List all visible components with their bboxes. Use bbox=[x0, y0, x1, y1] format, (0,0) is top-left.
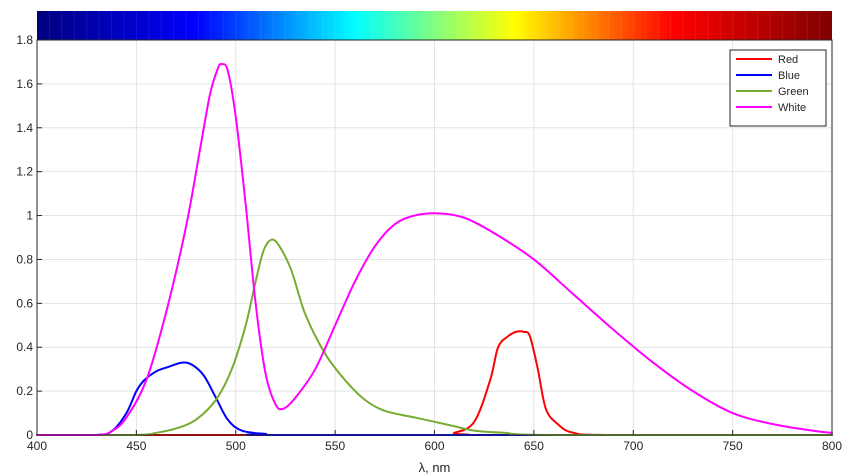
y-tick-label: 0.6 bbox=[16, 296, 33, 310]
y-tick-label: 0.2 bbox=[16, 384, 33, 398]
x-tick-label: 750 bbox=[723, 439, 743, 453]
x-tick-label: 700 bbox=[623, 439, 643, 453]
legend-label: Green bbox=[778, 86, 809, 98]
y-tick-label: 1.2 bbox=[16, 165, 33, 179]
x-tick-label: 600 bbox=[424, 439, 444, 453]
series-line-green bbox=[36, 238, 833, 437]
x-tick-label: 800 bbox=[822, 439, 842, 453]
x-axis: 400 450 500 550 600 650 700 750 800 bbox=[27, 430, 842, 453]
y-tick-label: 0.8 bbox=[16, 252, 33, 266]
x-tick-label: 650 bbox=[524, 439, 544, 453]
legend-box bbox=[729, 49, 827, 127]
y-tick-label: 1 bbox=[26, 209, 33, 223]
y-tick-label: 1.8 bbox=[16, 33, 33, 47]
legend: Red Blue Green White bbox=[729, 49, 827, 127]
y-tick-label: 0.4 bbox=[16, 340, 33, 354]
colorbar-bands bbox=[48, 11, 821, 40]
legend-label: Red bbox=[778, 54, 798, 66]
series-line-white bbox=[36, 62, 833, 436]
y-tick-label: 1.4 bbox=[16, 121, 33, 135]
colorbar bbox=[37, 11, 832, 40]
y-tick-label: 1.6 bbox=[16, 77, 33, 91]
x-tick-label: 500 bbox=[226, 439, 246, 453]
legend-label: White bbox=[778, 102, 806, 114]
y-axis: 0 0.2 0.4 0.6 0.8 1 1.2 1.4 1.6 1.8 bbox=[16, 33, 42, 442]
y-tick-label: 0 bbox=[26, 428, 33, 442]
legend-label: Blue bbox=[778, 70, 800, 82]
x-tick-label: 550 bbox=[325, 439, 345, 453]
x-tick-label: 450 bbox=[126, 439, 146, 453]
x-axis-label: λ, nm bbox=[419, 460, 451, 475]
x-tick-label: 400 bbox=[27, 439, 47, 453]
